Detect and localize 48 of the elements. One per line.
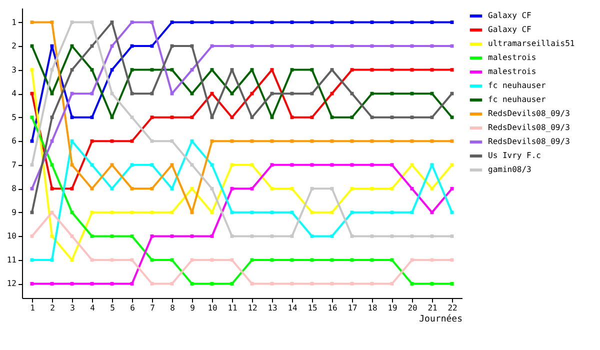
- legend-label: gamin08/3: [488, 165, 532, 174]
- x-tick-label: 15: [308, 304, 318, 312]
- y-tick-label: 6: [12, 136, 17, 146]
- x-tick-label: 18: [368, 304, 378, 312]
- y-tick-label: 1: [12, 18, 17, 27]
- x-tick-label: 19: [388, 304, 398, 312]
- legend-label: RedsDevils08_09/3: [488, 137, 570, 146]
- legend-label: Us Ivry F.c: [488, 151, 542, 160]
- x-tick-label: 10: [208, 304, 218, 312]
- x-tick-label: 3: [70, 304, 76, 312]
- y-tick-label: 8: [12, 184, 17, 194]
- y-tick-label: 5: [12, 112, 17, 122]
- legend-label: Galaxy CF: [488, 25, 532, 34]
- x-tick-label: 17: [348, 304, 358, 312]
- x-tick-label: 7: [150, 304, 156, 312]
- legend-label: RedsDevils08_09/3: [488, 123, 570, 132]
- legend-label: malestrois: [488, 67, 536, 76]
- y-tick-label: 2: [12, 42, 17, 51]
- x-tick-label: 5: [110, 304, 116, 312]
- x-tick-label: 16: [328, 304, 338, 312]
- legend-label: fc neuhauser: [488, 95, 546, 104]
- x-tick-label: 21: [428, 304, 438, 312]
- y-tick-label: 12: [6, 279, 17, 288]
- legend-label: Galaxy CF: [488, 11, 532, 20]
- x-tick-label: 2: [50, 304, 56, 312]
- x-tick-label: 9: [190, 304, 196, 312]
- y-tick-label: 7: [12, 160, 17, 170]
- y-tick-label: 11: [6, 255, 17, 264]
- legend-label: malestrois: [488, 53, 536, 62]
- x-tick-label: 6: [130, 304, 136, 312]
- legend-label: fc neuhauser: [488, 81, 546, 90]
- x-tick-label: 11: [228, 304, 238, 312]
- legend-label: ultramarseillais51: [488, 39, 575, 48]
- x-tick-label: 1: [30, 304, 36, 312]
- y-tick-label: 10: [6, 232, 17, 241]
- x-tick-label: 8: [170, 304, 176, 312]
- line-series: [30, 44, 454, 120]
- x-tick-label: 12: [248, 304, 258, 312]
- x-tick-label: 22: [448, 304, 458, 312]
- x-axis-title: Journées: [419, 314, 462, 324]
- x-tick-label: 14: [288, 304, 298, 312]
- legend-label: RedsDevils08_09/3: [488, 109, 570, 118]
- y-tick-label: 3: [12, 65, 17, 74]
- y-tick-label: 4: [12, 89, 17, 98]
- x-tick-label: 4: [90, 304, 96, 312]
- x-tick-label: 13: [268, 304, 278, 312]
- y-tick-label: 9: [12, 208, 17, 217]
- x-tick-label: 20: [408, 304, 418, 312]
